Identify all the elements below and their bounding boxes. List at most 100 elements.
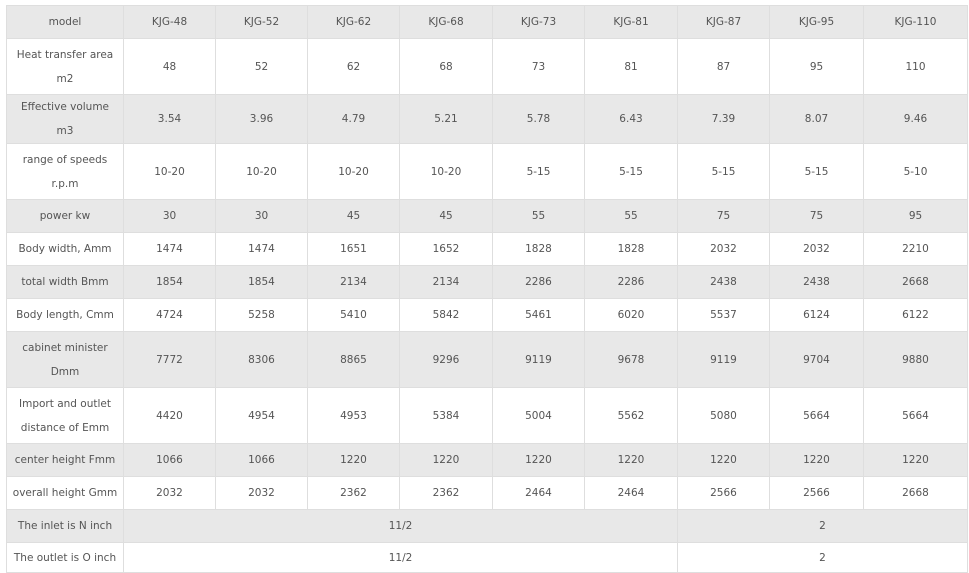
table-row: total width Bmm 1854 1854 2134 2134 2286 2286 2… (6, 265, 968, 299)
merged-value: 2 (677, 509, 968, 543)
table-row: range of speeds r.p.m 10-20 10-20 10-20 10-2… (6, 143, 968, 200)
header-model: KJG-81 (584, 5, 678, 39)
cell-value: 7.39 (677, 94, 770, 144)
row-label: Heat transfer area m2 (6, 38, 124, 95)
cell-value: 9678 (584, 331, 678, 388)
cell-value: 5-15 (584, 143, 678, 200)
row-label: The outlet is O inch (6, 542, 124, 573)
cell-value: 1066 (215, 443, 308, 477)
cell-value: 87 (677, 38, 770, 95)
cell-value: 48 (123, 38, 216, 95)
cell-value: 8306 (215, 331, 308, 388)
cell-value: 2668 (863, 265, 968, 299)
cell-value: 5.21 (399, 94, 493, 144)
cell-value: 45 (307, 199, 400, 233)
header-row: model KJG-48 KJG-52 KJG-62 KJG-68 KJG-73 KJG-8… (6, 5, 968, 39)
cell-value: 75 (677, 199, 770, 233)
cell-value: 3.96 (215, 94, 308, 144)
cell-value: 2134 (307, 265, 400, 299)
cell-value: 1828 (584, 232, 678, 266)
cell-value: 1220 (492, 443, 585, 477)
cell-value: 55 (492, 199, 585, 233)
cell-value: 2438 (677, 265, 770, 299)
table-row: overall height Gmm 2032 2032 2362 2362 2464 24… (6, 476, 968, 510)
cell-value: 10-20 (215, 143, 308, 200)
table-row: Heat transfer area m2 48 52 62 68 73 81 87 95 110 (6, 38, 968, 95)
cell-value: 5842 (399, 298, 493, 332)
header-label: model (6, 5, 124, 39)
cell-value: 5410 (307, 298, 400, 332)
cell-value: 68 (399, 38, 493, 95)
cell-value: 9119 (677, 331, 770, 388)
cell-value: 5-10 (863, 143, 968, 200)
cell-value: 2134 (399, 265, 493, 299)
table-row: The outlet is O inch 11/2 2 (6, 542, 968, 573)
cell-value: 3.54 (123, 94, 216, 144)
row-label: Body length, Cmm (6, 298, 124, 332)
table-row: Body length, Cmm 4724 5258 5410 5842 5461 6020… (6, 298, 968, 332)
row-label: Import and outlet distance of Emm (6, 387, 124, 444)
cell-value: 1220 (863, 443, 968, 477)
row-label: total width Bmm (6, 265, 124, 299)
cell-value: 2464 (492, 476, 585, 510)
cell-value: 30 (123, 199, 216, 233)
cell-value: 1220 (584, 443, 678, 477)
row-label: range of speeds r.p.m (6, 143, 124, 200)
cell-value: 4954 (215, 387, 308, 444)
cell-value: 2438 (769, 265, 864, 299)
cell-value: 2362 (399, 476, 493, 510)
header-model: KJG-62 (307, 5, 400, 39)
cell-value: 5-15 (769, 143, 864, 200)
cell-value: 5664 (769, 387, 864, 444)
cell-value: 30 (215, 199, 308, 233)
cell-value: 1474 (123, 232, 216, 266)
cell-value: 110 (863, 38, 968, 95)
cell-value: 5-15 (492, 143, 585, 200)
cell-value: 6.43 (584, 94, 678, 144)
cell-value: 6122 (863, 298, 968, 332)
cell-value: 10-20 (123, 143, 216, 200)
cell-value: 5384 (399, 387, 493, 444)
cell-value: 2566 (677, 476, 770, 510)
cell-value: 2032 (123, 476, 216, 510)
cell-value: 9704 (769, 331, 864, 388)
header-model: KJG-95 (769, 5, 864, 39)
cell-value: 1652 (399, 232, 493, 266)
cell-value: 2032 (769, 232, 864, 266)
cell-value: 2362 (307, 476, 400, 510)
table-row: The inlet is N inch 11/2 2 (6, 509, 968, 543)
cell-value: 1220 (307, 443, 400, 477)
row-label: Body width, Amm (6, 232, 124, 266)
cell-value: 7772 (123, 331, 216, 388)
row-label: power kw (6, 199, 124, 233)
cell-value: 9119 (492, 331, 585, 388)
cell-value: 2566 (769, 476, 864, 510)
cell-value: 2210 (863, 232, 968, 266)
cell-value: 9.46 (863, 94, 968, 144)
cell-value: 10-20 (399, 143, 493, 200)
cell-value: 9296 (399, 331, 493, 388)
cell-value: 5-15 (677, 143, 770, 200)
cell-value: 52 (215, 38, 308, 95)
row-label: cabinet minister Dmm (6, 331, 124, 388)
header-model: KJG-68 (399, 5, 493, 39)
header-model: KJG-48 (123, 5, 216, 39)
cell-value: 2286 (492, 265, 585, 299)
cell-value: 2032 (215, 476, 308, 510)
cell-value: 5562 (584, 387, 678, 444)
cell-value: 5664 (863, 387, 968, 444)
cell-value: 1066 (123, 443, 216, 477)
merged-value: 2 (677, 542, 968, 573)
cell-value: 8.07 (769, 94, 864, 144)
cell-value: 81 (584, 38, 678, 95)
merged-value: 11/2 (123, 509, 678, 543)
cell-value: 6020 (584, 298, 678, 332)
cell-value: 2032 (677, 232, 770, 266)
header-model: KJG-87 (677, 5, 770, 39)
cell-value: 1474 (215, 232, 308, 266)
cell-value: 2286 (584, 265, 678, 299)
cell-value: 75 (769, 199, 864, 233)
cell-value: 9880 (863, 331, 968, 388)
row-label: overall height Gmm (6, 476, 124, 510)
cell-value: 1854 (215, 265, 308, 299)
